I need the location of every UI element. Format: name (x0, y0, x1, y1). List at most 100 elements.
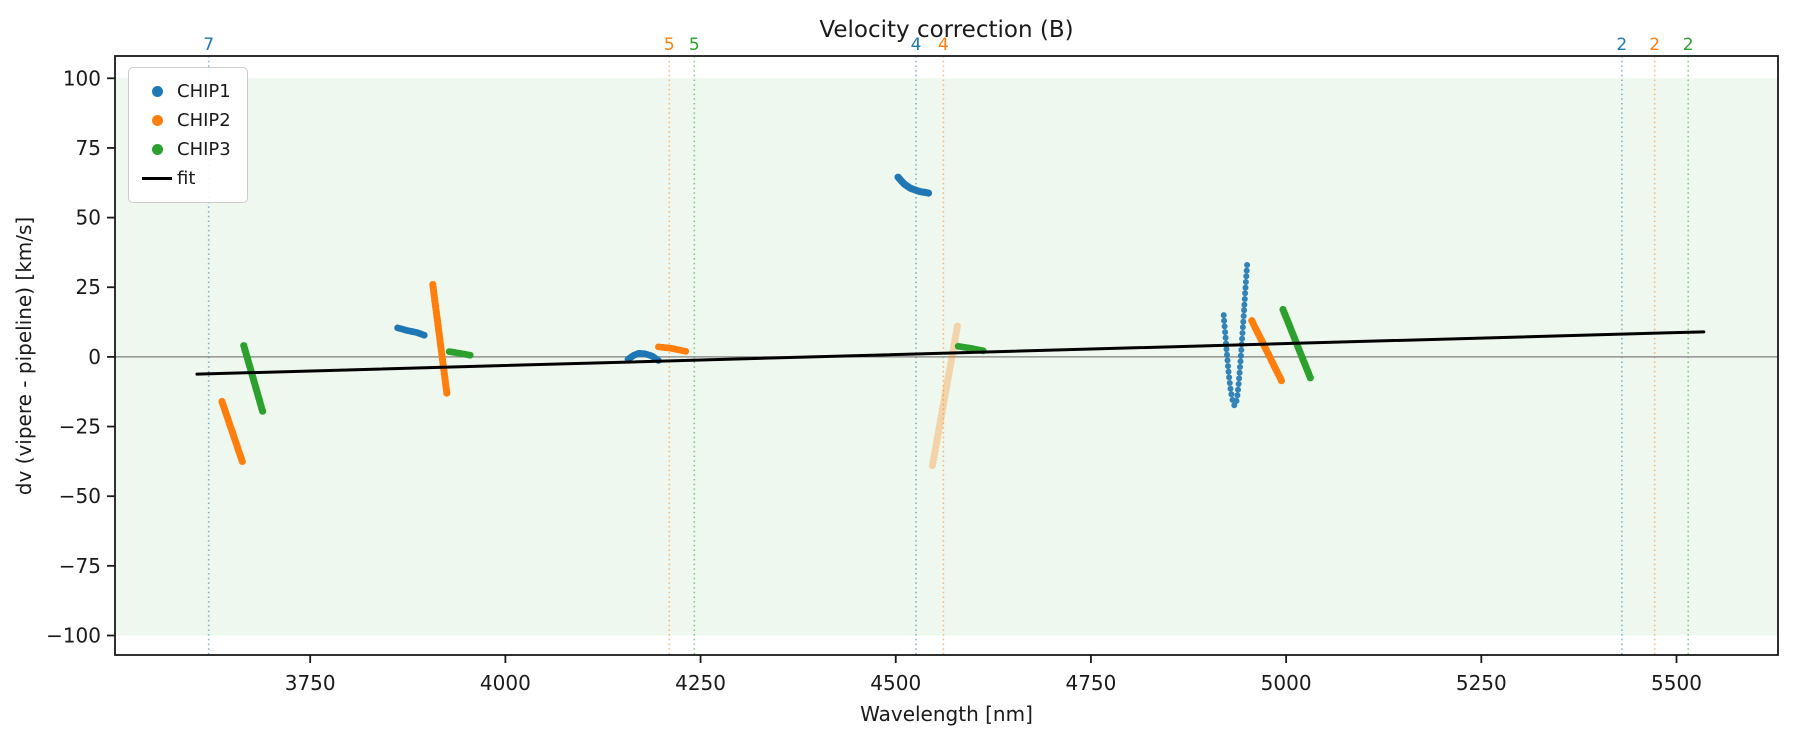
scatter-point (466, 351, 474, 359)
scatter-point (1225, 368, 1232, 375)
scatter-point (948, 353, 956, 361)
scatter-point (944, 375, 952, 383)
series-chip1 (394, 173, 1251, 409)
scatter-segment (894, 173, 933, 197)
scatter-point (934, 431, 942, 439)
order-count-label: 5 (689, 35, 700, 55)
scatter-point (1277, 377, 1285, 385)
y-tick-label: 75 (76, 136, 101, 160)
scatter-point (932, 440, 940, 448)
scatter-point (935, 424, 943, 432)
scatter-segment (445, 348, 474, 359)
scatter-point (953, 322, 962, 330)
y-axis-label: dv (vipere - pipeline) [km/s] (12, 216, 36, 496)
x-tick-label: 5000 (1261, 671, 1312, 695)
legend-item-fit: fit (137, 164, 231, 193)
scatter-point (924, 189, 933, 197)
scatter-point (1241, 296, 1248, 302)
scatter-point (1237, 358, 1244, 365)
scatter-point (1225, 363, 1231, 370)
order-count-label: 5 (664, 35, 675, 55)
scatter-point (939, 403, 947, 411)
scatter-point (936, 418, 944, 426)
y-tick-label: −25 (59, 415, 101, 439)
scatter-point (943, 378, 952, 386)
scatter-point (945, 372, 953, 380)
scatter-point (1241, 307, 1248, 314)
x-axis-label: Wavelength [nm] (860, 702, 1033, 726)
scatter-point (1237, 364, 1243, 370)
scatter-segment (655, 343, 690, 355)
scatter-point (943, 381, 951, 389)
order-count-label: 2 (1616, 35, 1627, 55)
scatter-point (942, 384, 950, 392)
scatter-point (947, 359, 955, 367)
scatter-point (933, 434, 942, 442)
scatter-point (1237, 352, 1244, 359)
legend-marker-shape (151, 144, 163, 155)
scatter-point (931, 449, 939, 457)
x-tick-label: 4000 (480, 671, 531, 695)
scatter-point (1242, 290, 1249, 297)
y-tick-label: −75 (59, 554, 101, 578)
legend-item-chip1: CHIP1 (137, 77, 231, 106)
scatter-point (1240, 313, 1247, 319)
scatter-point (1241, 301, 1248, 308)
x-tick-label: 4250 (675, 671, 726, 695)
scatter-point (946, 366, 954, 374)
legend-label: CHIP2 (177, 110, 231, 131)
legend-marker-shape (151, 115, 163, 126)
y-tick-label: 100 (63, 66, 101, 90)
scatter-point (952, 331, 960, 340)
order-count-label: 4 (938, 35, 949, 55)
scatter-point (951, 335, 959, 343)
scatter-point (1244, 262, 1251, 268)
x-tick-label: 5500 (1651, 671, 1702, 695)
scatter-point (1222, 334, 1229, 341)
legend: CHIP1 CHIP2 CHIP3 fit (128, 67, 248, 203)
scatter-point (1220, 312, 1227, 319)
scatter-point (1239, 330, 1246, 336)
scatter-segment (394, 324, 428, 339)
scatter-point (933, 437, 941, 445)
scatter-point (1239, 335, 1246, 342)
scatter-point (1226, 374, 1233, 381)
scatter-point (1227, 385, 1234, 392)
x-tick-label: 3750 (285, 671, 336, 695)
x-tick-label: 4750 (1065, 671, 1116, 695)
scatter-point (1235, 386, 1241, 393)
scatter-point (1228, 391, 1235, 398)
scatter-point (945, 369, 953, 377)
legend-label: CHIP3 (177, 139, 231, 160)
legend-marker-shape (151, 86, 163, 97)
scatter-point (936, 421, 944, 429)
y-tick-label: 0 (88, 345, 101, 369)
axes-spines (114, 55, 1779, 656)
scatter-point (1221, 323, 1228, 330)
scatter-point (942, 387, 950, 395)
x-tick-label: 5250 (1456, 671, 1507, 695)
scatter-point (1222, 329, 1229, 336)
order-count-label: 2 (1683, 35, 1694, 55)
scatter-point (443, 389, 451, 397)
scatter-point (935, 427, 943, 436)
scatter-point (940, 400, 948, 408)
legend-label: fit (177, 168, 196, 189)
scatter-segment (1220, 262, 1251, 409)
scatter-point (938, 406, 947, 414)
scatter-point (238, 457, 246, 465)
y-tick-label: −50 (59, 484, 101, 508)
scatter-point (930, 455, 938, 463)
legend-dot-marker (137, 86, 177, 97)
scatter-point (1236, 369, 1243, 376)
y-tick-label: −100 (46, 623, 101, 647)
scatter-segment (1248, 317, 1285, 385)
order-count-label: 2 (1649, 35, 1660, 55)
fit-line (195, 330, 1706, 376)
y-tick-label: 25 (76, 275, 101, 299)
scatter-point (929, 458, 937, 467)
scatter-point (1239, 324, 1246, 331)
scatter-point (1242, 279, 1249, 285)
order-count-label: 4 (911, 35, 922, 55)
legend-item-chip2: CHIP2 (137, 106, 231, 135)
